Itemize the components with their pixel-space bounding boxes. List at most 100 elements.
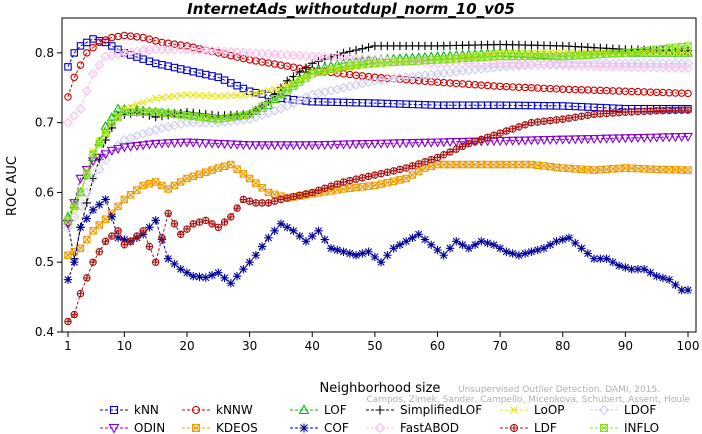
data-point-KDEOS: [83, 235, 91, 244]
data-point-KDEOS: [202, 168, 210, 176]
data-point-ODIN: [545, 135, 556, 146]
data-point-ODIN: [576, 135, 587, 145]
data-point-ODIN: [87, 157, 99, 167]
data-point-INFLO: [684, 42, 692, 50]
data-point-ODIN: [501, 136, 512, 146]
data-point-ODIN: [325, 140, 337, 150]
data-point-ODIN: [219, 140, 230, 150]
data-point-COF: [107, 212, 117, 222]
data-point-LDF: [597, 110, 604, 118]
data-point-LDF: [327, 182, 335, 190]
data-point-LDF: [446, 148, 454, 156]
data-point-LDF: [603, 110, 610, 117]
data-point-KDEOS: [227, 160, 235, 169]
data-point-LDF: [352, 175, 360, 183]
data-point-KDEOS: [233, 165, 241, 173]
data-point-COF: [477, 237, 486, 246]
data-point-FastABOD: [545, 60, 556, 71]
data-point-COF: [483, 238, 492, 248]
data-point-COF: [370, 252, 380, 262]
data-point-LOF: [632, 47, 644, 57]
data-point-LoOP: [252, 89, 260, 97]
data-point-LDF: [558, 115, 567, 123]
data-point-KDEOS: [126, 191, 135, 199]
data-point-INFLO: [89, 150, 97, 158]
data-point-FastABOD: [319, 52, 330, 63]
data-point-LDF: [334, 180, 341, 188]
y-axis-label: ROC AUC: [5, 156, 20, 216]
data-point-ODIN: [645, 133, 656, 143]
data-point-kNNW: [684, 89, 692, 98]
data-point-ODIN: [582, 135, 593, 145]
data-point-ODIN: [401, 139, 412, 149]
data-point-ODIN: [563, 135, 575, 145]
data-point-FastABOD: [319, 52, 330, 63]
data-point-LDF: [83, 274, 91, 282]
data-point-LDOF: [683, 58, 693, 69]
data-point-FastABOD: [501, 58, 512, 69]
data-point-FastABOD: [250, 48, 261, 59]
data-point-LDF: [139, 227, 147, 235]
data-point-INFLO: [164, 110, 172, 118]
data-point-LoOP: [183, 91, 191, 99]
data-point-KDEOS: [83, 235, 91, 244]
data-point-kNNW: [684, 89, 692, 98]
data-point-ODIN: [169, 139, 180, 149]
data-point-COF: [527, 247, 536, 256]
data-point-KDEOS: [415, 167, 423, 176]
data-point-INFLO: [170, 110, 179, 118]
data-point-FastABOD: [620, 61, 631, 72]
series-INFLO: [64, 42, 692, 225]
data-point-INFLO: [527, 52, 536, 60]
data-point-LOF: [269, 94, 280, 104]
data-point-FastABOD: [232, 47, 243, 58]
legend-label: LoOP: [534, 403, 565, 417]
data-point-KDEOS: [270, 190, 279, 199]
data-point-KDEOS: [214, 164, 222, 172]
data-point-LDF: [627, 108, 636, 116]
legend-label: kNN: [134, 403, 159, 417]
x-tick-label: 60: [430, 339, 445, 353]
data-point-COF: [232, 271, 242, 281]
data-point-COF: [420, 235, 430, 244]
legend-marker: [510, 406, 518, 414]
data-point-INFLO: [559, 52, 567, 60]
data-point-ODIN: [394, 139, 406, 149]
x-tick-label: 30: [242, 339, 257, 353]
data-point-COF: [552, 237, 561, 246]
data-point-INFLO: [352, 61, 360, 70]
data-point-ODIN: [538, 136, 550, 146]
data-point-FastABOD: [244, 47, 255, 58]
data-point-COF: [401, 237, 411, 246]
data-point-LoOP: [152, 94, 160, 102]
data-point-KDEOS: [177, 178, 185, 186]
data-point-ODIN: [551, 135, 562, 145]
data-point-ODIN: [369, 139, 381, 149]
data-point-COF: [226, 278, 236, 288]
data-point-INFLO: [208, 114, 216, 123]
legend-item-SimplifiedLOF: SimplifiedLOF: [366, 403, 482, 417]
data-point-FastABOD: [670, 62, 681, 73]
data-point-FastABOD: [645, 62, 656, 73]
data-point-SimplifiedLOF: [301, 63, 311, 72]
data-point-COF: [251, 251, 261, 260]
data-point-ODIN: [357, 140, 368, 150]
data-point-LDOF: [88, 173, 99, 184]
data-point-LDF: [83, 274, 90, 282]
data-point-FastABOD: [576, 60, 587, 71]
data-point-ODIN: [444, 138, 456, 148]
data-point-INFLO: [458, 54, 467, 63]
data-point-FastABOD: [244, 47, 255, 58]
data-point-kNN: [139, 55, 147, 63]
data-point-ODIN: [682, 132, 694, 142]
data-point-ODIN: [213, 139, 224, 149]
data-point-COF: [546, 240, 555, 249]
data-point-LDF: [552, 116, 561, 124]
data-point-ODIN: [263, 141, 274, 151]
data-point-LDF: [577, 112, 586, 120]
data-point-LDF: [309, 189, 316, 196]
data-point-ODIN: [382, 139, 393, 149]
data-point-LDF: [640, 107, 648, 116]
data-point-COF: [508, 249, 517, 258]
data-point-ODIN: [513, 136, 525, 146]
